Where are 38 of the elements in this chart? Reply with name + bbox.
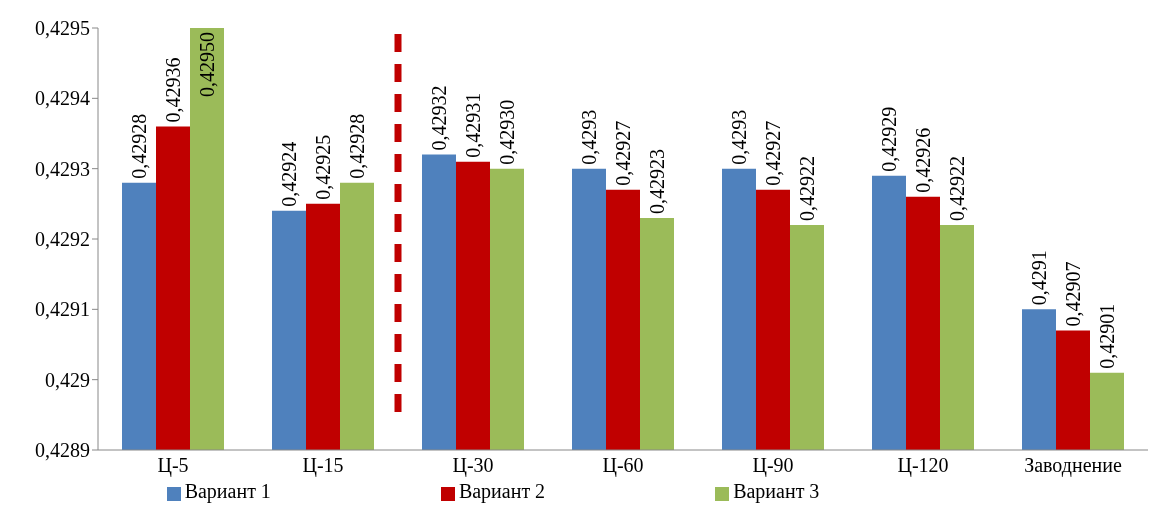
data-label: 0,42922: [796, 155, 818, 221]
data-label: 0,42927: [762, 120, 784, 186]
data-label: 0,42901: [1096, 303, 1118, 369]
data-label: 0,42929: [878, 106, 900, 172]
x-tick-label: Заводнение: [1024, 454, 1122, 478]
x-tick-label: Ц-120: [897, 454, 949, 478]
data-label: 0,42926: [912, 127, 934, 193]
data-label: 0,42925: [312, 134, 334, 200]
legend-label: Вариант 1: [184, 480, 271, 502]
data-label: 0,42928: [128, 113, 150, 179]
data-label: 0,42923: [646, 148, 668, 214]
legend-label: Вариант 3: [733, 480, 820, 502]
data-label: 0,42932: [428, 85, 450, 151]
data-label: 0,42950: [196, 32, 218, 97]
y-tick-label: 0,4289: [35, 439, 90, 462]
y-tick-label: 0,4293: [35, 157, 90, 180]
data-label: 0,42930: [496, 99, 518, 165]
y-tick-label: 0,4294: [35, 87, 90, 110]
x-tick-label: Ц-60: [602, 454, 644, 478]
x-tick-label: Ц-15: [302, 454, 344, 478]
data-label: 0,42931: [462, 92, 484, 158]
y-tick-label: 0,429: [45, 368, 90, 391]
legend-label: Вариант 2: [458, 480, 546, 502]
x-tick-label: Ц-30: [452, 454, 494, 478]
data-label: 0,42927: [612, 120, 634, 186]
data-label: 0,42936: [162, 57, 184, 123]
data-label: 0,4293: [578, 109, 600, 165]
data-label: 0,42922: [946, 155, 968, 221]
y-tick-label: 0,4291: [35, 298, 90, 321]
x-tick-label: Ц-90: [752, 454, 794, 478]
y-tick-label: 0,4295: [35, 17, 90, 40]
data-label: 0,42924: [278, 141, 300, 207]
data-label: 0,4291: [1028, 250, 1050, 306]
y-tick-label: 0,4292: [35, 228, 90, 251]
data-label: 0,42907: [1062, 261, 1084, 327]
data-label: 0,4293: [728, 109, 750, 165]
x-tick-label: Ц-5: [157, 454, 189, 478]
data-label: 0,42928: [346, 113, 368, 179]
